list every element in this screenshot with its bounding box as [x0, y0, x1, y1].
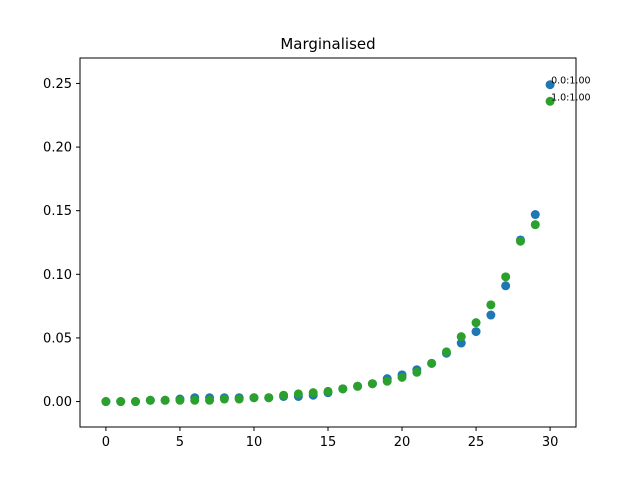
- data-point: [382, 376, 392, 386]
- data-point: [353, 381, 363, 391]
- data-point: [427, 358, 437, 368]
- axes-frame: [79, 57, 577, 428]
- data-point: [234, 394, 244, 404]
- data-point: [412, 367, 422, 377]
- data-point: [249, 393, 259, 403]
- x-tick-label: 25: [468, 435, 485, 450]
- data-point: [471, 318, 481, 328]
- data-point: [279, 390, 289, 400]
- data-point: [545, 80, 555, 90]
- plot-area: [101, 80, 555, 407]
- data-point: [530, 210, 540, 220]
- series-1: [101, 96, 555, 407]
- x-tick-label: 30: [542, 435, 559, 450]
- data-point: [397, 372, 407, 382]
- data-point: [501, 281, 511, 291]
- data-point: [190, 395, 200, 405]
- data-point: [515, 236, 525, 246]
- x-tick-label: 0: [102, 435, 110, 450]
- data-point: [530, 220, 540, 230]
- data-point: [456, 338, 466, 348]
- chart-title: Marginalised: [280, 35, 375, 53]
- x-tick-label: 15: [320, 435, 337, 450]
- annotations: 0.0:1.00 1.0:1.00: [551, 76, 590, 104]
- data-point: [101, 397, 111, 407]
- data-point: [308, 388, 318, 398]
- point-annotation: 1.0:1.00: [551, 92, 590, 103]
- data-point: [486, 300, 496, 310]
- y-tick-label: 0.05: [43, 331, 72, 346]
- y-tick-label: 0.00: [43, 395, 72, 410]
- data-point: [205, 395, 215, 405]
- y-tick-label: 0.20: [43, 141, 72, 156]
- data-point: [486, 310, 496, 320]
- y-tick-label: 0.10: [43, 268, 72, 283]
- y-tick-label: 0.15: [43, 204, 72, 219]
- series-0: [101, 80, 555, 407]
- data-point: [116, 397, 126, 407]
- data-point: [338, 384, 348, 394]
- data-point: [145, 395, 155, 405]
- data-point: [219, 394, 229, 404]
- data-point: [471, 327, 481, 337]
- data-point: [367, 379, 377, 389]
- y-axis: 0.00 0.05 0.10 0.15 0.20 0.25: [43, 77, 80, 410]
- y-tick-label: 0.25: [43, 77, 72, 92]
- data-point: [175, 395, 185, 405]
- data-point: [545, 96, 555, 106]
- data-point: [456, 332, 466, 342]
- data-point: [264, 393, 274, 403]
- x-axis: 0 5 10 15 20 25 30: [102, 427, 559, 450]
- data-point: [293, 389, 303, 399]
- data-point: [323, 386, 333, 396]
- x-tick-label: 5: [176, 435, 184, 450]
- data-point: [501, 272, 511, 282]
- x-tick-label: 20: [394, 435, 411, 450]
- data-point: [441, 347, 451, 357]
- point-annotation: 0.0:1.00: [551, 76, 590, 87]
- data-point: [131, 397, 141, 407]
- data-point: [160, 395, 170, 405]
- x-tick-label: 10: [246, 435, 263, 450]
